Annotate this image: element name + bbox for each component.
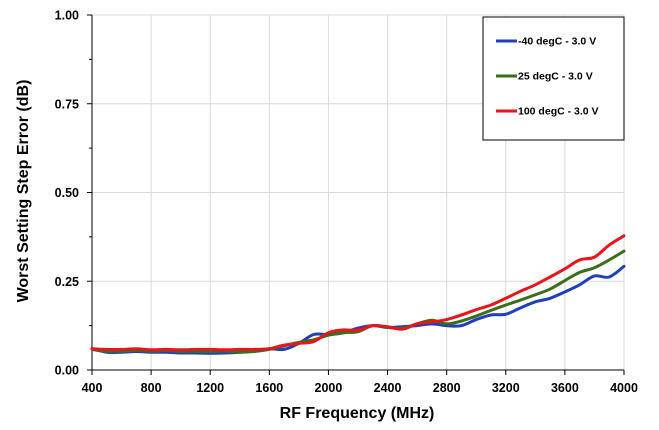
legend-box <box>482 16 625 141</box>
x-tick-label: 4000 <box>610 381 638 395</box>
y-tick-label: 1.00 <box>55 9 79 23</box>
series-line-3 <box>90 234 626 352</box>
x-tick-label: 1200 <box>196 381 224 395</box>
legend-label-3: 100 degC - 3.0 V <box>518 106 599 118</box>
y-tick-label: 0.50 <box>55 186 79 200</box>
x-tick-label: 400 <box>82 381 103 395</box>
x-tick-label: 3200 <box>492 381 520 395</box>
x-tick-label: 1600 <box>255 381 283 395</box>
x-tick-label: 2800 <box>433 381 461 395</box>
x-tick-label: 2000 <box>315 381 343 395</box>
y-tick-label: 0.25 <box>55 275 79 289</box>
x-tick-label: 3600 <box>551 381 579 395</box>
series-lines <box>90 234 626 355</box>
gridlines <box>92 14 625 370</box>
series-line-2 <box>90 249 626 354</box>
x-tick-label: 2400 <box>374 381 402 395</box>
x-axis-title: RF Frequency (MHz) <box>280 405 435 422</box>
legend-label-2: 25 degC - 3.0 V <box>518 71 593 83</box>
axes <box>87 14 625 375</box>
legend: -40 degC - 3.0 V 25 degC - 3.0 V 100 degC … <box>482 16 625 141</box>
x-tick-label: 800 <box>141 381 162 395</box>
tick-labels: 400 800 1200 1600 2000 2400 2800 3200 3600 4000 0.… <box>55 9 638 396</box>
legend-label-1: -40 degC - 3.0 V <box>518 36 596 48</box>
y-tick-label: 0.00 <box>55 364 79 378</box>
y-axis-title: Worst Setting Step Error (dB) <box>15 80 32 303</box>
y-tick-label: 0.75 <box>55 97 79 111</box>
